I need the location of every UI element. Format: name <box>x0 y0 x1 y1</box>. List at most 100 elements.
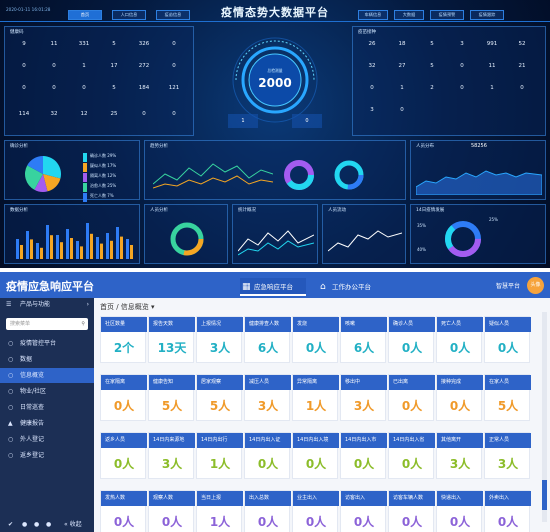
stat-card[interactable]: 移出中 3人 <box>340 374 387 421</box>
stat-card[interactable]: 发热人数 0人 <box>100 490 147 532</box>
stat-card[interactable]: 访客车辆人数 0人 <box>388 490 435 532</box>
stat-card[interactable]: 14日内出行 1人 <box>196 432 243 479</box>
stat-card[interactable]: 访客出入 0人 <box>340 490 387 532</box>
scrollbar-track[interactable] <box>542 312 547 522</box>
stat-card[interactable]: 在家隔离 0人 <box>100 374 147 421</box>
sidebar-header[interactable]: ☰ 产品与功能 › <box>0 298 94 312</box>
dot-icon[interactable]: ● <box>46 521 52 528</box>
dashboard-tab-bigdata[interactable]: 大数据 <box>394 10 424 20</box>
stat-card[interactable]: 在家人员 5人 <box>484 374 531 421</box>
stat-card[interactable]: 居家观察 5人 <box>196 374 243 421</box>
stat-card-label: 访客车辆人数 <box>389 491 435 506</box>
sidebar-item[interactable]: ○ 疫情管控平台 <box>0 336 94 351</box>
stat-card[interactable]: 接种完成 0人 <box>436 374 483 421</box>
stat-card-label: 上报情况 <box>197 317 243 332</box>
vaccine-stat-value: 27 <box>398 63 406 69</box>
stat-card-value: 13天 <box>157 341 187 355</box>
stat-card-label: 业主出入 <box>293 491 339 506</box>
stat-card[interactable]: 咳嗽 6人 <box>340 316 387 363</box>
scrollbar-thumb[interactable] <box>542 480 547 510</box>
stat-card[interactable]: 健康告知 5人 <box>148 374 195 421</box>
stat-card-label: 减压人员 <box>245 375 291 390</box>
stat-card[interactable]: 报告天数 13天 <box>148 316 195 363</box>
stat-card[interactable]: 异常隔离 1人 <box>292 374 339 421</box>
stat-card[interactable]: 观察人数 0人 <box>148 490 195 532</box>
health-code-stat-value: 0 <box>52 63 56 69</box>
stat-card[interactable]: 快递出入 0人 <box>436 490 483 532</box>
dashboard-tab-vehicle[interactable]: 车辆信息 <box>358 10 388 20</box>
sidebar-item-label: 物业/社区 <box>20 388 47 395</box>
stat-card-value: 2个 <box>113 341 135 355</box>
sidebar-item[interactable]: ○ 信息概览 <box>0 368 94 383</box>
stat-card[interactable]: 确诊人员 0人 <box>388 316 435 363</box>
panel-vaccine: 疫苗接种 26 18 5 3 991 52 32 27 5 0 11 21 0 1 2 0 1 0 3 0 <box>352 26 546 136</box>
sidebar-item[interactable]: ○ 日常巡查 <box>0 400 94 415</box>
avatar[interactable]: 头像 <box>527 277 544 294</box>
sidebar-search[interactable]: 搜索菜单 ⚲ <box>6 318 88 330</box>
dashboard-tab-population[interactable]: 人口信息 <box>112 10 146 20</box>
stat-card[interactable]: 外卖出入 0人 <box>484 490 531 532</box>
stat-card[interactable]: 其他离开 3人 <box>436 432 483 479</box>
dashboard-tab-home[interactable]: 首页 <box>68 10 102 20</box>
stat-card[interactable]: 当日上报 1人 <box>196 490 243 532</box>
distribution-count: 58256 <box>471 143 487 149</box>
vaccine-stat-value: 52 <box>518 41 526 47</box>
health-code-stat-value: 5 <box>112 41 116 47</box>
vaccine-stat-value: 3 <box>370 107 374 113</box>
data-bar-chart <box>16 223 133 259</box>
stat-card[interactable]: 减压人员 3人 <box>244 374 291 421</box>
stat-card[interactable]: 14日内来源地 3人 <box>148 432 195 479</box>
dashboard-tab-warning[interactable]: 疫情预警 <box>430 10 464 20</box>
panel-stats: 统计概况 <box>232 204 318 264</box>
stat-card-value: 0人 <box>497 515 519 529</box>
stat-card[interactable]: 死亡人员 0人 <box>436 316 483 363</box>
user-name[interactable]: 智慧平台 <box>495 283 520 290</box>
stat-card[interactable]: 14日内出入市 0人 <box>340 432 387 479</box>
stat-card[interactable]: 14日内出入省 0人 <box>388 432 435 479</box>
sidebar-item[interactable]: ▲ 健康报告 <box>0 416 94 431</box>
confirm-pie-slice <box>43 174 61 192</box>
stat-card[interactable]: 返乡人员 0人 <box>100 432 147 479</box>
app-title: 疫情应急响应平台 <box>6 280 94 293</box>
stat-card[interactable]: 14日内出入证 0人 <box>244 432 291 479</box>
panel-flow-title: 人员流动 <box>328 208 346 213</box>
dot-icon[interactable]: ● <box>22 521 28 528</box>
sidebar-item[interactable]: ○ 返乡登记 <box>0 448 94 463</box>
vaccine-stat-value: 32 <box>368 63 376 69</box>
stat-card[interactable]: 社区数量 2个 <box>100 316 147 363</box>
data-bar <box>76 241 79 259</box>
dashboard-tab-vaccine[interactable]: 疫苗信息 <box>156 10 190 20</box>
data-bar <box>110 240 113 259</box>
stat-card[interactable]: 发烧 0人 <box>292 316 339 363</box>
stat-card[interactable]: 业主出入 0人 <box>292 490 339 532</box>
dot-icon[interactable]: ● <box>34 521 40 528</box>
stat-card[interactable]: 已出离 0人 <box>388 374 435 421</box>
confirm-pie-chart <box>25 156 61 192</box>
tab-emergency[interactable]: ▦ 应急响应平台 <box>240 278 306 296</box>
dashboard-tab-tracking[interactable]: 疫情跟踪 <box>470 10 504 20</box>
stat-card-value: 3人 <box>257 399 279 413</box>
circle-icon: ○ <box>8 372 14 379</box>
distribution-area-chart <box>416 170 542 195</box>
vaccine-stat-value: 1 <box>400 85 404 91</box>
tab-office[interactable]: ⌂ 工作办公平台 <box>318 278 384 296</box>
stat-card[interactable]: 健康排查人数 6人 <box>244 316 291 363</box>
stat-card-label: 快递出入 <box>437 491 483 506</box>
stat-card[interactable]: 出入总数 0人 <box>244 490 291 532</box>
breadcrumb[interactable]: 首页 / 信息概览 ▾ <box>100 302 155 312</box>
stat-card-label: 疑似人员 <box>485 317 531 332</box>
circle-icon: ○ <box>8 356 14 363</box>
stat-card[interactable]: 正常人员 3人 <box>484 432 531 479</box>
collapse-button[interactable]: « 收起 <box>64 521 82 528</box>
stat-card[interactable]: 14日内出入境 0人 <box>292 432 339 479</box>
sidebar-item[interactable]: ○ 外人登记 <box>0 432 94 447</box>
stat-card[interactable]: 上报情况 3人 <box>196 316 243 363</box>
sidebar-item[interactable]: ○ 物业/社区 <box>0 384 94 399</box>
check-icon[interactable]: ✔ <box>8 521 14 528</box>
confirm-pie-slice <box>25 165 43 190</box>
stat-card[interactable]: 疑似人员 0人 <box>484 316 531 363</box>
home-icon: ⌂ <box>320 282 326 292</box>
data-bar <box>100 243 103 259</box>
data-bar <box>130 245 133 259</box>
sidebar-item[interactable]: ○ 数据 <box>0 352 94 367</box>
